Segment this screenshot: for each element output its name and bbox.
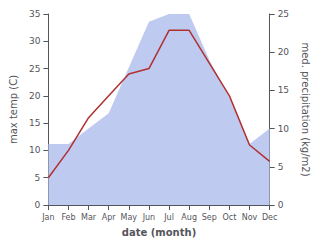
svg-text:med. precipitation (kg/m2): med. precipitation (kg/m2) bbox=[300, 42, 311, 176]
svg-text:25: 25 bbox=[29, 64, 40, 74]
svg-text:max temp (C): max temp (C) bbox=[8, 75, 19, 144]
svg-text:15: 15 bbox=[29, 118, 40, 128]
svg-text:10: 10 bbox=[29, 145, 41, 155]
svg-text:5: 5 bbox=[35, 173, 41, 183]
svg-text:0: 0 bbox=[35, 200, 41, 210]
svg-text:Dec: Dec bbox=[262, 213, 277, 222]
svg-text:10: 10 bbox=[278, 124, 290, 134]
svg-text:Mar: Mar bbox=[81, 213, 97, 222]
svg-text:Nov: Nov bbox=[242, 213, 258, 222]
svg-text:Aug: Aug bbox=[181, 213, 197, 222]
svg-text:May: May bbox=[121, 213, 138, 222]
svg-text:date (month): date (month) bbox=[122, 227, 196, 238]
svg-text:Oct: Oct bbox=[222, 213, 236, 222]
svg-text:0: 0 bbox=[278, 200, 284, 210]
svg-text:25: 25 bbox=[278, 9, 289, 19]
svg-text:30: 30 bbox=[29, 36, 41, 46]
svg-text:5: 5 bbox=[278, 162, 284, 172]
svg-text:15: 15 bbox=[278, 85, 289, 95]
svg-text:Jun: Jun bbox=[142, 213, 156, 222]
svg-text:35: 35 bbox=[29, 9, 40, 19]
svg-text:20: 20 bbox=[278, 47, 290, 57]
svg-text:Jul: Jul bbox=[163, 213, 174, 222]
svg-text:Jan: Jan bbox=[41, 213, 54, 222]
svg-text:Feb: Feb bbox=[61, 213, 75, 222]
svg-text:Sep: Sep bbox=[202, 213, 217, 222]
svg-text:Apr: Apr bbox=[102, 213, 117, 222]
svg-text:20: 20 bbox=[29, 91, 41, 101]
